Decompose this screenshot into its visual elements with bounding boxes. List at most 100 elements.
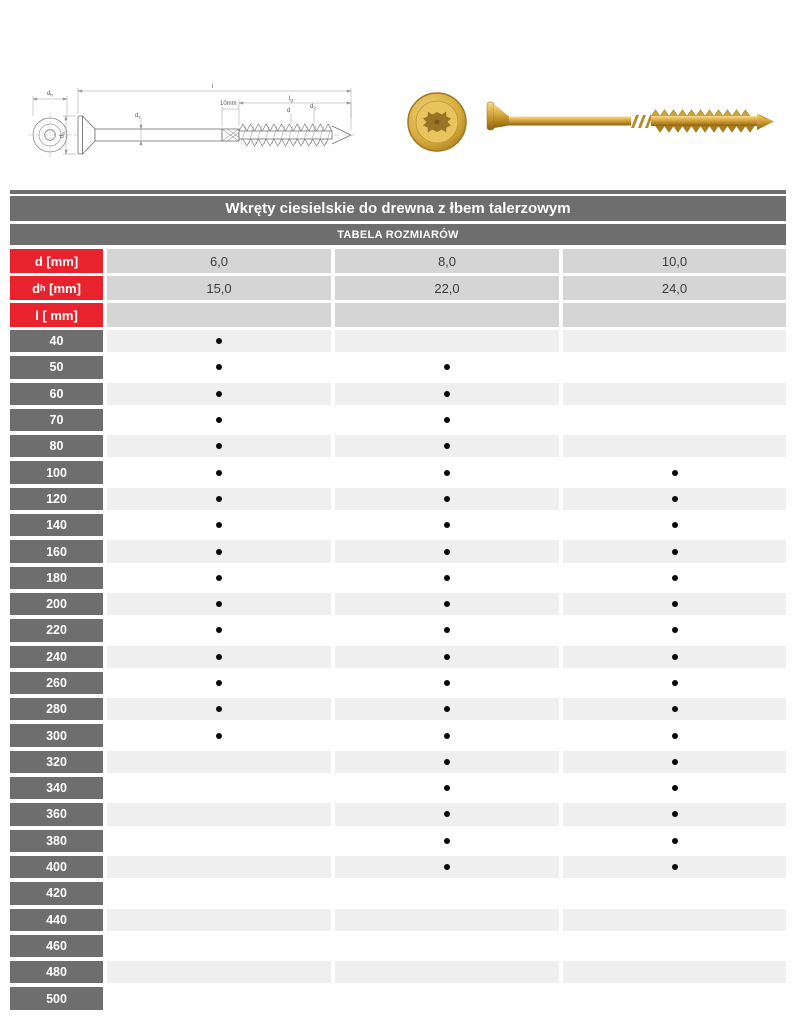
- size-row-label: 400: [10, 855, 103, 879]
- availability-dot: [671, 811, 678, 818]
- availability-dot: [444, 627, 450, 634]
- availability-cell: [563, 803, 786, 826]
- spec-label-base: d: [34, 253, 43, 269]
- availability-cell: [107, 330, 331, 353]
- availability-dot: [216, 574, 222, 581]
- size-row: 120: [10, 487, 786, 511]
- size-row-label: 440: [10, 908, 103, 931]
- size-row-label: 320: [10, 750, 103, 774]
- availability-dot: [444, 758, 450, 765]
- size-row: 60: [10, 382, 786, 405]
- availability-dot: [671, 785, 678, 792]
- spec-row-label: l [ mm]: [10, 303, 103, 327]
- size-row-label: 460: [10, 934, 103, 958]
- dim-label-core-diameter: d2: [310, 104, 316, 111]
- spec-rows: d [mm] 6,0 8,0 10,0 d h [mm] 15,0 22,0 24,0 l [ m…: [10, 249, 786, 327]
- size-row: 340: [10, 777, 786, 800]
- availability-dot: [216, 417, 222, 424]
- screw-photo-side-icon: [486, 101, 774, 133]
- size-row-label: 500: [10, 987, 103, 1010]
- availability-cell: [335, 592, 559, 616]
- availability-dot: [216, 443, 222, 450]
- dim-label-head-diameter-side: dh: [60, 132, 67, 138]
- availability-cell: [107, 987, 331, 1010]
- availability-cell: [335, 645, 559, 668]
- availability-cell: [563, 777, 786, 800]
- spec-row-label: d [mm]: [10, 249, 103, 273]
- table-subtitle-text: TABELA ROZMIARÓW: [337, 228, 459, 241]
- spec-value-cell: [107, 303, 331, 327]
- size-row-label: 140: [10, 514, 103, 537]
- torx-head-top-icon: [407, 92, 467, 152]
- availability-dot: [216, 495, 222, 502]
- size-row-label: 160: [10, 540, 103, 563]
- technical-drawing: dh l lg 10mm: [28, 84, 355, 157]
- availability-cell: [335, 987, 559, 1010]
- availability-cell: [563, 724, 786, 747]
- spec-label-unit: [mm]: [42, 253, 79, 269]
- spec-value-cell: 8,0: [335, 249, 559, 273]
- size-row: 180: [10, 566, 786, 589]
- availability-cell: [335, 961, 559, 984]
- photo-thread-crests-bottom: [655, 125, 755, 133]
- availability-dot: [671, 601, 678, 608]
- availability-dot: [671, 574, 678, 581]
- availability-dot: [444, 601, 450, 608]
- table-title: Wkręty ciesielskie do drewna z łbem tale…: [10, 196, 786, 221]
- availability-cell: [335, 461, 559, 484]
- availability-cell: [335, 750, 559, 774]
- dim-head-diameter-side: [63, 115, 76, 155]
- dim-thread-length: [238, 100, 352, 126]
- availability-cell: [335, 435, 559, 458]
- availability-cell: [563, 882, 786, 905]
- availability-cell: [563, 408, 786, 432]
- size-row-label: 340: [10, 777, 103, 800]
- availability-cell: [107, 435, 331, 458]
- size-row-label: 420: [10, 882, 103, 905]
- availability-dot: [444, 837, 450, 844]
- availability-cell: [335, 566, 559, 589]
- availability-cell: [563, 461, 786, 484]
- availability-cell: [335, 777, 559, 800]
- availability-cell: [563, 987, 786, 1010]
- size-row-label: 120: [10, 487, 103, 511]
- table-subtitle: TABELA ROZMIARÓW: [10, 224, 786, 245]
- size-row: 40: [10, 330, 786, 353]
- dim-label-head-diameter: dh: [47, 91, 53, 98]
- availability-dot: [444, 522, 450, 529]
- availability-dot: [444, 469, 450, 476]
- spec-row: l [ mm]: [10, 303, 786, 327]
- availability-cell: [335, 408, 559, 432]
- availability-cell: [563, 934, 786, 958]
- availability-dot: [671, 495, 678, 502]
- size-row-label: 360: [10, 803, 103, 826]
- availability-cell: [335, 356, 559, 379]
- size-row-label: 70: [10, 408, 103, 432]
- spec-label-base: l: [35, 307, 39, 323]
- spec-value-cell: [563, 303, 786, 327]
- availability-cell: [107, 724, 331, 747]
- availability-cell: [563, 330, 786, 353]
- size-row-label: 180: [10, 566, 103, 589]
- dim-label-knurl-zone: 10mm: [220, 101, 237, 107]
- availability-cell: [563, 592, 786, 616]
- availability-cell: [107, 408, 331, 432]
- availability-dot: [216, 680, 222, 686]
- dim-label-total-length: l: [212, 84, 213, 90]
- availability-cell: [335, 514, 559, 537]
- availability-dot: [444, 706, 450, 713]
- availability-cell: [107, 829, 331, 852]
- size-row: 440: [10, 908, 786, 931]
- availability-cell: [563, 487, 786, 511]
- availability-cell: [107, 882, 331, 905]
- size-row: 420: [10, 882, 786, 905]
- availability-cell: [563, 540, 786, 563]
- thread-flights: [240, 125, 332, 145]
- availability-cell: [107, 750, 331, 774]
- availability-cell: [335, 698, 559, 721]
- spec-value-cell: 6,0: [107, 249, 331, 273]
- size-row: 280: [10, 698, 786, 721]
- availability-cell: [563, 961, 786, 984]
- dim-shank-diameter: [139, 119, 143, 146]
- size-row-label: 240: [10, 645, 103, 668]
